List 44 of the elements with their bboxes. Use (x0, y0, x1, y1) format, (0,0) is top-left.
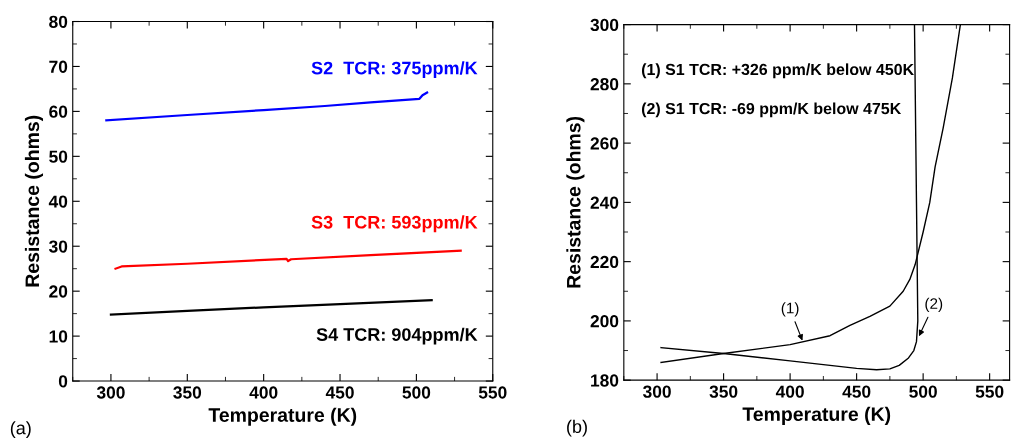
x-tick-label: 550 (478, 386, 507, 399)
x-tick-label: 300 (96, 386, 125, 399)
x-tick-label: 350 (173, 386, 202, 399)
y-tick-label: 260 (590, 137, 619, 150)
y-tick-label: 40 (48, 195, 68, 208)
line-series (114, 249, 462, 270)
y-tick-label: 60 (49, 105, 68, 118)
annotation: (2) (925, 297, 943, 313)
y-tick-label: 180 (591, 374, 619, 387)
x-tick-label: 500 (402, 386, 431, 399)
x-tick-label: 300 (643, 385, 671, 398)
line-series (109, 299, 433, 316)
y-tick-label: 70 (49, 60, 68, 73)
y-tick-label: 10 (49, 330, 68, 343)
line-series (105, 91, 429, 122)
y-tick-label: 240 (590, 196, 619, 209)
x-tick-label: 350 (709, 385, 738, 398)
annotation: S4 TCR: 904ppm/K (316, 327, 478, 345)
x-tick-label: 500 (909, 385, 937, 398)
x-tick-label: 450 (325, 386, 354, 399)
y-tick-label: 20 (49, 285, 68, 298)
x-tick-label: 400 (775, 385, 804, 398)
annotation: S3 TCR: 593ppm/K (311, 215, 478, 233)
y-tick-label: 300 (590, 18, 619, 32)
annotation: (2) S1 TCR: -69 ppm/K below 475K (641, 102, 902, 118)
annotation: S2 TCR: 375ppm/K (311, 61, 478, 79)
x-axis-title: Temperature (K) (742, 406, 891, 425)
x-tick-label: 550 (975, 385, 1004, 398)
x-tick-label: 400 (249, 386, 278, 399)
x-axis-title: Temperature (K) (208, 407, 357, 426)
y-axis-title: Resistance (ohms) (24, 115, 44, 287)
y-tick-label: 220 (590, 255, 619, 269)
annotation: (1) (781, 302, 799, 317)
y-tick-label: 200 (590, 315, 619, 328)
y-tick-label: 80 (49, 15, 68, 28)
x-tick-label: 450 (842, 385, 871, 398)
y-axis-title: Resistance (ohms) (566, 116, 585, 288)
text: (a) (10, 421, 31, 438)
y-tick-label: 280 (590, 78, 619, 91)
annotation: (1) S1 TCR: +326 ppm/K below 450K (641, 63, 914, 79)
text: (b) (567, 419, 587, 437)
y-tick-label: 0 (58, 375, 68, 388)
y-tick-label: 30 (48, 240, 68, 253)
y-tick-label: 50 (49, 150, 68, 163)
